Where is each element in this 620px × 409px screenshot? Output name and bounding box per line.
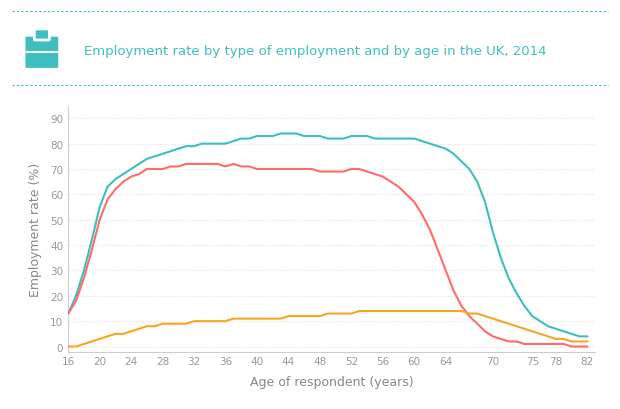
X-axis label: Age of respondent (years): Age of respondent (years) bbox=[250, 375, 414, 388]
FancyBboxPatch shape bbox=[25, 38, 58, 69]
FancyBboxPatch shape bbox=[34, 30, 50, 41]
Y-axis label: Employment rate (%): Employment rate (%) bbox=[29, 162, 42, 296]
Text: Employment rate by type of employment and by age in the UK, 2014: Employment rate by type of employment an… bbox=[84, 45, 546, 58]
